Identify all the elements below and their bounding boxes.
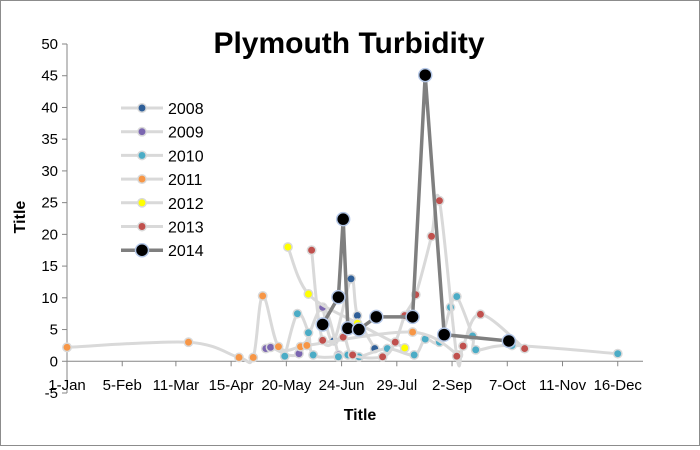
x-axis-title: Title [344, 407, 377, 424]
data-point-2012 [282, 242, 293, 253]
data-point-2010 [303, 327, 314, 338]
legend-label-2009: 2009 [168, 125, 204, 142]
data-point-2010 [308, 349, 319, 360]
data-point-2010 [409, 349, 420, 360]
data-point-2012 [399, 342, 410, 353]
x-tick-label: 7-Oct [489, 377, 527, 394]
data-point-2011 [234, 352, 244, 363]
data-point-2013 [347, 349, 358, 360]
data-point-2010 [451, 291, 462, 302]
y-tick-label: 5 [50, 322, 58, 339]
data-point-2008 [346, 273, 357, 284]
data-point-2010 [279, 351, 290, 362]
legend-label-2014: 2014 [168, 243, 204, 260]
data-point-2014 [417, 67, 433, 83]
data-point-2011 [248, 352, 259, 363]
data-point-2011 [273, 341, 284, 352]
data-point-2010 [470, 344, 481, 355]
data-point-2012 [303, 289, 314, 299]
y-tick-label: 0 [50, 353, 58, 370]
data-point-2014 [436, 327, 452, 342]
series-line-2011 [65, 294, 460, 365]
y-tick-label: 25 [41, 195, 58, 212]
data-point-2013 [317, 335, 328, 346]
y-tick-label: 45 [41, 68, 58, 85]
legend-marker-2011 [137, 174, 147, 185]
data-point-2010 [333, 351, 344, 362]
legend-label-2008: 2008 [168, 101, 204, 118]
data-point-2014 [405, 309, 420, 325]
x-tick-label: 11-Nov [539, 377, 587, 394]
y-axis-title: Title [12, 201, 29, 234]
data-point-2011 [257, 290, 268, 301]
legend-label-2010: 2010 [168, 148, 204, 165]
data-point-2013 [519, 343, 530, 354]
x-tick-label: 1-Jan [48, 377, 86, 394]
data-point-2011 [301, 340, 312, 351]
data-point-2010 [612, 348, 623, 359]
legend-label-2012: 2012 [168, 196, 204, 213]
series-2011 [62, 290, 464, 365]
chart-title: Plymouth Turbidity [213, 27, 484, 60]
x-tick-label: 24-Jun [319, 377, 365, 394]
data-point-2011 [183, 337, 194, 348]
legend-label-2011: 2011 [168, 172, 203, 189]
x-tick-label: 5-Feb [103, 377, 142, 394]
data-point-2013 [475, 309, 486, 320]
legend-marker-2014 [134, 242, 150, 258]
series-layer [62, 67, 623, 368]
data-point-2014 [351, 322, 367, 337]
x-tick-label: 11-Mar [153, 377, 199, 394]
y-tick-label: 35 [41, 131, 58, 148]
data-point-2009 [265, 342, 276, 353]
data-point-2013 [426, 231, 437, 242]
series-line-2014 [320, 73, 511, 343]
data-point-2014 [315, 317, 330, 332]
series-2014 [315, 67, 517, 349]
x-tick-label: 2-Sep [432, 377, 472, 394]
legend-marker-2010 [137, 150, 147, 161]
y-tick-label: 15 [41, 258, 58, 275]
y-tick-label: 10 [41, 290, 58, 307]
data-point-2013 [377, 351, 388, 362]
legend-marker-2012 [137, 197, 147, 208]
data-point-2011 [407, 327, 418, 338]
y-tick-label: 20 [41, 226, 58, 243]
data-point-2011 [62, 342, 72, 353]
data-point-2013 [451, 351, 462, 362]
data-point-2013 [306, 245, 317, 256]
data-point-2014 [335, 211, 351, 227]
y-tick-label: -5 [45, 385, 58, 402]
data-point-2014 [369, 309, 384, 325]
legend: 2008 2009 2010 2011 2012 2013 2014 [121, 101, 204, 260]
legend-marker-2008 [137, 103, 147, 113]
x-tick-label: 15-Apr [209, 377, 254, 394]
data-point-2013 [458, 341, 469, 351]
legend-marker-2013 [137, 221, 147, 232]
data-point-2014 [501, 333, 517, 349]
data-point-2010 [292, 308, 303, 319]
legend-label-2013: 2013 [168, 220, 204, 237]
y-tick-label: 50 [41, 36, 58, 53]
data-point-2013 [434, 195, 445, 206]
axes: -5 0 5 10 15 20 25 30 35 40 45 50 1-Jan 5-Feb 11-Mar 15… [41, 36, 643, 402]
y-tick-label: 30 [41, 163, 58, 180]
x-tick-label: 16-Dec [594, 377, 643, 394]
data-point-2013 [390, 337, 401, 348]
x-tick-label: 20-May [261, 377, 312, 394]
y-tick-label: 40 [41, 99, 58, 116]
x-tick-label: 29-Jul [376, 377, 417, 394]
legend-marker-2009 [137, 126, 147, 137]
data-point-2014 [331, 289, 346, 305]
